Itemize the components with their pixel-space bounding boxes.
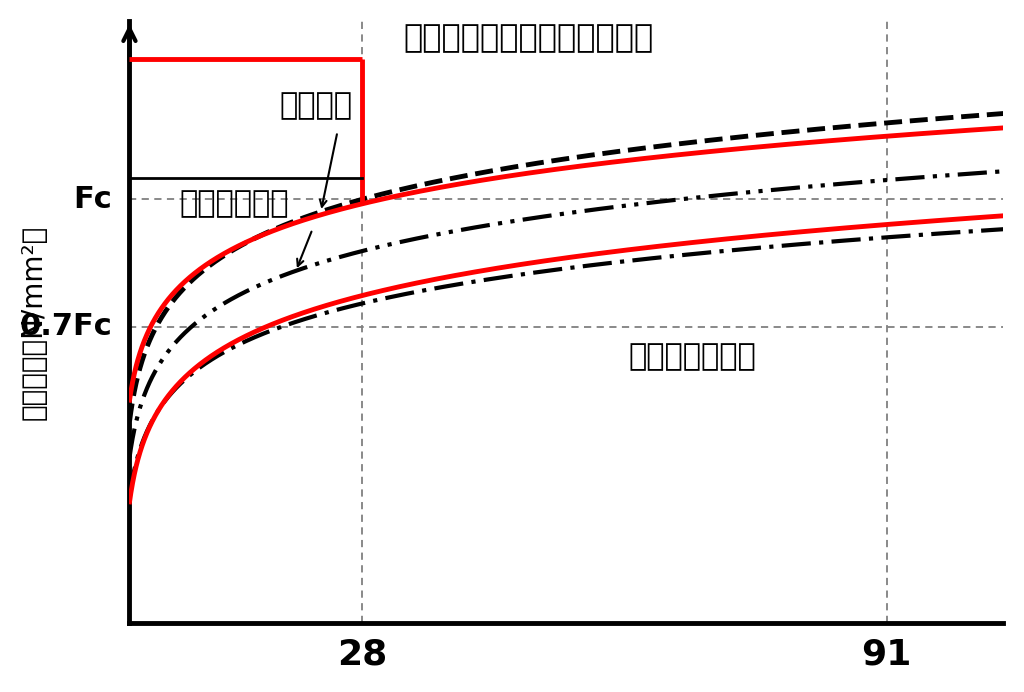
Text: 現場封かん養生: 現場封かん養生	[629, 342, 757, 371]
Text: 構造体コンクリート（コア）: 構造体コンクリート（コア）	[403, 23, 654, 54]
Text: 標準養生: 標準養生	[280, 91, 352, 120]
Text: 現場水中養生: 現場水中養生	[179, 189, 289, 218]
Text: Fc: Fc	[74, 185, 112, 214]
Text: 0.7Fc: 0.7Fc	[19, 312, 112, 341]
Text: 圧縮強度（N/mm²）: 圧縮強度（N/mm²）	[19, 225, 47, 420]
